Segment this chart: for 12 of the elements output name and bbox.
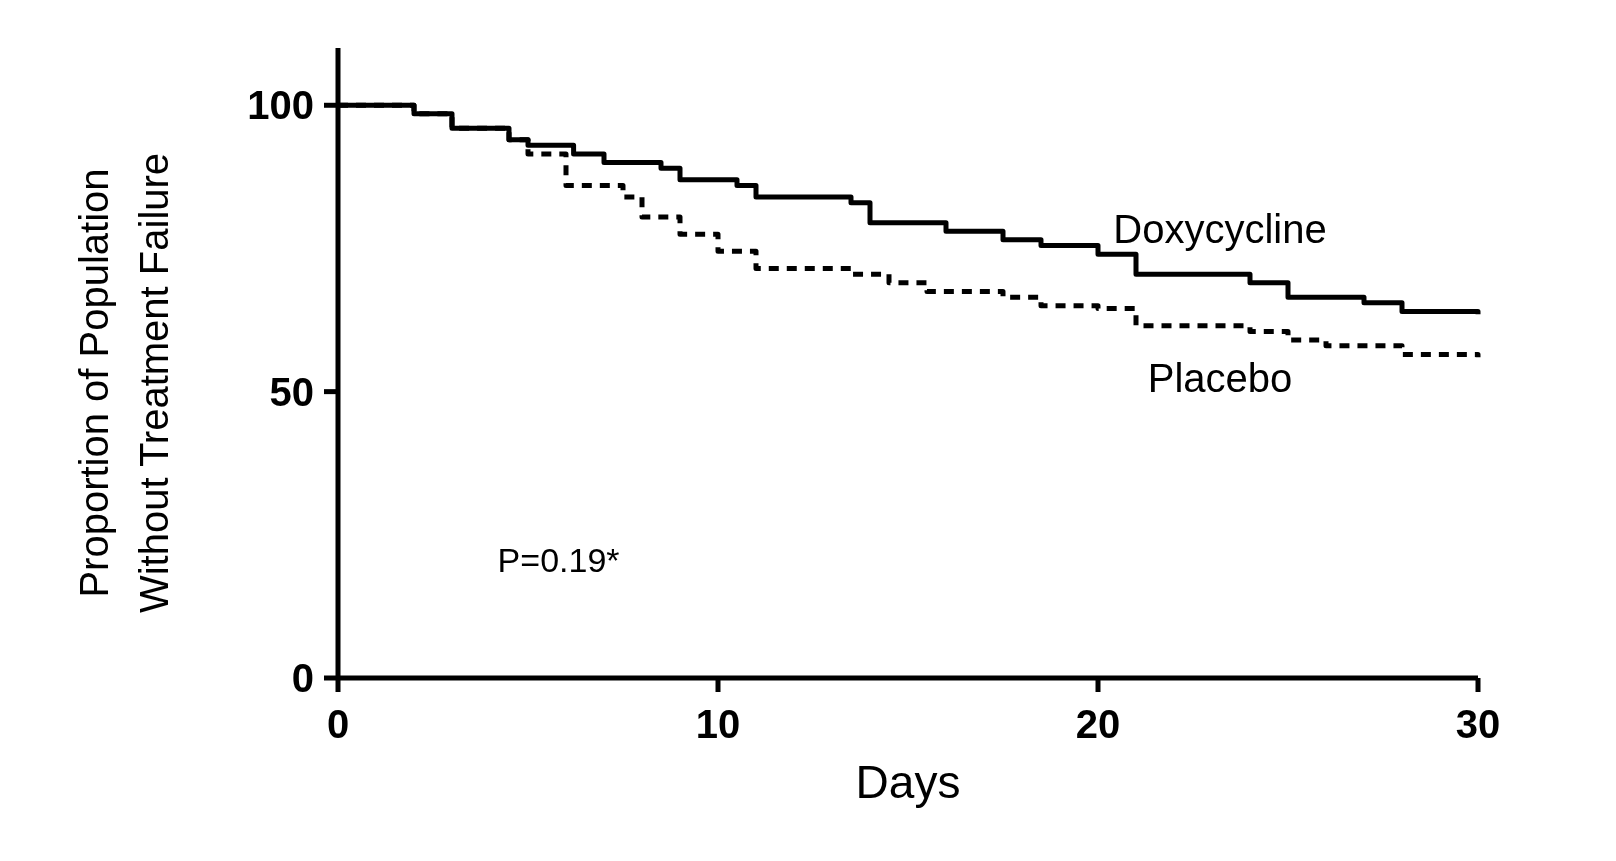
y-tick-label: 50 <box>269 369 314 414</box>
x-tick-label: 30 <box>1455 702 1501 746</box>
series-label: Doxycycline <box>1113 206 1327 251</box>
x-tick-label: 20 <box>1075 702 1121 746</box>
x-tick-label: 0 <box>326 702 350 746</box>
y-axis-title: Proportion of Population Without Treatment Failure <box>72 152 176 614</box>
y-tick-label: 0 <box>291 656 314 700</box>
x-tick-label: 10 <box>695 702 741 746</box>
x-axis-title: Days <box>855 756 961 808</box>
annotation: P=0.19* <box>497 541 620 579</box>
series-label: Placebo <box>1147 355 1293 400</box>
y-tick-label: 100 <box>247 83 314 128</box>
